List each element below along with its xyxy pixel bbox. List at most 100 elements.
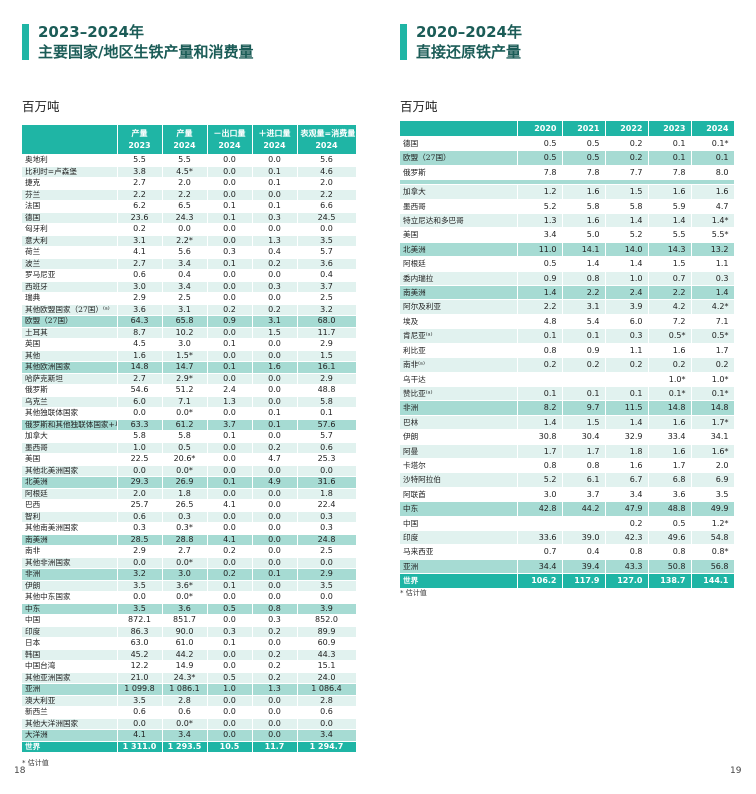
- value-cell: 0.1: [207, 580, 253, 592]
- value-cell: 1.4: [648, 213, 692, 229]
- row-label: 芬兰: [22, 189, 118, 201]
- value-cell: 4.5*: [162, 166, 208, 178]
- value-cell: 50.8: [648, 559, 692, 575]
- table-row: 其他独联体国家 0.0 0.0* 0.0 0.1 0.1: [22, 407, 357, 420]
- table-row: 德国 23.6 24.3 0.1 0.3 24.5: [22, 212, 357, 224]
- value-cell: 4.7: [252, 453, 298, 466]
- column-header-line1: －出口量: [213, 128, 246, 138]
- table-row: 巴西 25.7 26.5 4.1 0.0 22.4: [22, 499, 357, 512]
- value-cell: 8.7: [117, 327, 163, 339]
- table-row: 其他 1.6 1.5* 0.0 0.0 1.5: [22, 350, 357, 362]
- value-cell: 32.9: [605, 429, 649, 445]
- table-row: 澳大利亚 3.5 2.8 0.0 0.0 2.8: [22, 695, 357, 707]
- title-accent-bar: [22, 24, 29, 60]
- row-label: 其他中东国家: [22, 591, 118, 604]
- value-cell: 3.6: [117, 304, 163, 316]
- value-cell: 22.5: [117, 453, 163, 466]
- value-cell: 2.2: [162, 189, 208, 201]
- value-cell: 0.0: [297, 223, 357, 236]
- row-label: 其他欧洲国家: [22, 361, 118, 374]
- value-cell: 9.7: [562, 400, 606, 416]
- value-cell: 0.0: [207, 649, 253, 661]
- value-cell: 7.8: [517, 165, 563, 181]
- value-cell: 1.3: [252, 235, 298, 247]
- value-cell: 1.6: [562, 184, 606, 200]
- value-cell: 61.0: [162, 637, 208, 650]
- value-cell: 1.6: [648, 184, 692, 200]
- table-row: 阿曼 1.7 1.7 1.8 1.6 1.6*: [400, 444, 735, 459]
- row-label: 阿尔及利亚: [400, 299, 518, 315]
- value-cell: 0.3: [252, 212, 298, 224]
- column-header: －出口量 2024: [207, 125, 253, 155]
- value-cell: 0.0*: [162, 591, 208, 604]
- value-cell: 0.9: [517, 271, 563, 287]
- value-cell: 1.5: [252, 327, 298, 339]
- value-cell: 2.9*: [162, 373, 208, 385]
- value-cell: 7.8: [648, 165, 692, 181]
- value-cell: 0.0: [252, 522, 298, 535]
- value-cell: 0.1: [562, 328, 606, 344]
- table-row: 肯尼亚⁽ᵃ⁾ 0.1 0.1 0.3 0.5* 0.5*: [400, 328, 735, 344]
- table-row: 其他南美洲国家 0.3 0.3* 0.0 0.0 0.3: [22, 522, 357, 535]
- value-cell: 0.6: [117, 511, 163, 523]
- value-cell: 0.1: [207, 361, 253, 374]
- value-cell: 1.4: [517, 415, 563, 431]
- value-cell: 0.1: [252, 419, 298, 431]
- value-cell: 16.1: [297, 361, 357, 374]
- value-cell: 0.0: [207, 281, 253, 293]
- table-row: 中国 872.1 851.7 0.0 0.3 852.0: [22, 614, 357, 627]
- value-cell: 0.6: [117, 706, 163, 719]
- value-cell: 24.3: [162, 212, 208, 224]
- table-row: 法国 6.2 6.5 0.1 0.1 6.6: [22, 200, 357, 213]
- value-cell: 11.0: [517, 242, 563, 258]
- value-cell: 1.6: [648, 444, 692, 459]
- value-cell: 0.0: [252, 189, 298, 201]
- row-label: 阿根廷: [400, 256, 518, 272]
- table-row: 马来西亚 0.7 0.4 0.8 0.8 0.8*: [400, 544, 735, 560]
- value-cell: 15.1: [297, 660, 357, 673]
- value-cell: 14.3: [648, 242, 692, 258]
- table-row: 阿联酋 3.0 3.7 3.4 3.6 3.5: [400, 487, 735, 503]
- value-cell: 0.0: [252, 465, 298, 477]
- value-cell: 2.4: [207, 384, 253, 397]
- value-cell: 1.4: [605, 415, 649, 431]
- table-row: 波兰 2.7 3.4 0.1 0.2 3.6: [22, 258, 357, 270]
- value-cell: 1.6: [648, 343, 692, 359]
- column-header: [400, 121, 518, 137]
- left-footnote: * 估计值: [22, 759, 49, 767]
- value-cell: 0.0: [252, 511, 298, 523]
- value-cell: 1 086.4: [297, 683, 357, 696]
- table-separator: [400, 179, 735, 186]
- value-cell: 127.0: [605, 573, 649, 589]
- value-cell: 29.3: [117, 476, 163, 489]
- value-cell: 5.8: [562, 199, 606, 215]
- row-label: 比利时=卢森堡: [22, 166, 118, 178]
- value-cell: 0.0: [252, 637, 298, 650]
- value-cell: 7.7: [605, 165, 649, 181]
- value-cell: 3.0: [517, 487, 563, 503]
- value-cell: 0.1: [297, 407, 357, 420]
- value-cell: 0.0: [207, 614, 253, 627]
- value-cell: 42.8: [517, 501, 563, 517]
- value-cell: 44.3: [297, 649, 357, 661]
- column-header: 2023: [648, 121, 692, 137]
- row-label: 亚洲: [22, 683, 118, 696]
- table-row: 其他亚洲国家 21.0 24.3* 0.5 0.2 24.0: [22, 672, 357, 684]
- row-label: 日本: [22, 637, 118, 650]
- value-cell: 0.0: [252, 292, 298, 305]
- value-cell: 1 294.7: [297, 741, 357, 753]
- row-label: 肯尼亚⁽ᵃ⁾: [400, 328, 518, 344]
- value-cell: 0.2: [252, 672, 298, 684]
- value-cell: 3.4: [297, 729, 357, 742]
- value-cell: 1.6: [252, 361, 298, 374]
- table-row: 赞比亚⁽ᵃ⁾ 0.1 0.1 0.1 0.1* 0.1*: [400, 386, 735, 402]
- value-cell: 0.0: [252, 534, 298, 546]
- value-cell: 2.9: [117, 292, 163, 305]
- value-cell: 3.5: [297, 580, 357, 592]
- table-row: 南非 2.9 2.7 0.2 0.0 2.5: [22, 545, 357, 558]
- value-cell: 1.3: [517, 213, 563, 229]
- row-label: 英国: [22, 338, 118, 351]
- value-cell: 48.8: [648, 501, 692, 517]
- table-row: 荷兰 4.1 5.6 0.3 0.4 5.7: [22, 246, 357, 259]
- subtotal-row: 南美洲 1.4 2.2 2.4 2.2 1.4: [400, 285, 735, 301]
